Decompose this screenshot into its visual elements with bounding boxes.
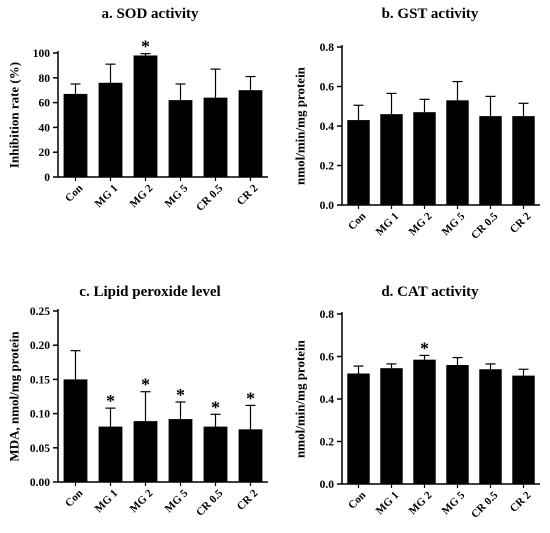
x-tick-label: MG 5 (163, 487, 191, 515)
x-tick-label: Con (63, 487, 85, 509)
bar (168, 100, 193, 177)
x-tick-label: MG 1 (374, 210, 402, 238)
bar (512, 116, 535, 205)
y-tick-label: 80 (39, 73, 51, 85)
x-tick-label: CR 0.5 (194, 487, 226, 519)
bar (347, 120, 370, 205)
bar (203, 426, 228, 482)
significance-marker: * (176, 385, 185, 405)
y-tick-label: 0.0 (320, 479, 335, 491)
x-tick-label: CR 2 (508, 489, 534, 515)
y-tick-label: 100 (33, 48, 51, 60)
y-tick-label: 0.2 (320, 437, 335, 449)
x-tick-label: MG 1 (93, 182, 121, 210)
y-tick-label: 0.10 (30, 409, 50, 421)
y-axis-label: nmol/min/mg protein (293, 66, 308, 185)
y-tick-label: 0.15 (30, 374, 50, 386)
x-tick-label: CR 0.5 (469, 489, 501, 521)
y-tick-label: 0.4 (320, 394, 335, 406)
bar (347, 373, 370, 484)
panel-d-cat-activity: d. CAT activity nmol/min/mg protein 0.0 0.2… (293, 284, 540, 521)
x-tick-label: Con (346, 210, 368, 232)
bar (133, 421, 158, 482)
x-tick-label: MG 5 (440, 210, 468, 238)
bar (203, 97, 228, 177)
panel-b-gst-activity: b. GST activity nmol/min/mg protein 0.0 0.2… (293, 6, 540, 242)
bar (63, 379, 88, 482)
bar (413, 359, 436, 484)
x-tick-label: CR 2 (235, 487, 261, 513)
bar (446, 100, 469, 205)
y-tick-label: 0.20 (30, 340, 50, 352)
panel-a-sod-activity: a. SOD activity Inhibition rate (%) 0 20 40 6… (7, 6, 268, 214)
y-axis-label: Inhibition rate (%) (7, 62, 22, 168)
y-tick-label: 0.00 (30, 477, 50, 489)
y-tick-label: 0.8 (320, 42, 335, 54)
y-tick-label: 0.0 (320, 200, 335, 212)
bar (479, 369, 502, 484)
significance-marker: * (211, 397, 220, 417)
chart-title: d. CAT activity (381, 284, 479, 300)
y-tick-label: 60 (39, 98, 51, 110)
bar (98, 426, 123, 482)
x-tick-label: MG 2 (128, 487, 156, 515)
x-tick-label: CR 2 (235, 182, 261, 208)
chart-title: a. SOD activity (101, 6, 199, 22)
x-tick-label: MG 5 (163, 182, 191, 210)
bar (238, 429, 263, 482)
bar (380, 368, 403, 484)
bar (380, 114, 403, 205)
significance-marker: * (246, 388, 255, 408)
y-tick-label: 0.2 (320, 161, 335, 173)
bar (63, 93, 88, 177)
y-axis-label: MDA, nmol/mg protein (7, 331, 22, 462)
bar (168, 419, 193, 482)
y-tick-label: 0.05 (30, 443, 50, 455)
y-axis-label: nmol/min/mg protein (293, 339, 308, 458)
significance-marker: * (141, 375, 150, 395)
x-tick-label: CR 0.5 (194, 182, 226, 214)
bar (98, 82, 123, 177)
x-tick-label: MG 1 (374, 489, 402, 517)
x-tick-label: CR 2 (508, 210, 534, 236)
x-tick-label: MG 2 (407, 489, 435, 517)
bar (133, 55, 158, 178)
x-tick-label: CR 0.5 (469, 210, 501, 242)
x-tick-label: MG 2 (407, 210, 435, 238)
chart-title: c. Lipid peroxide level (79, 284, 220, 300)
y-tick-label: 40 (39, 122, 51, 134)
y-tick-label: 0.6 (320, 352, 335, 364)
y-tick-label: 0.25 (30, 306, 50, 318)
chart-title: b. GST activity (382, 6, 479, 22)
y-tick-label: 20 (39, 147, 51, 159)
bar (512, 375, 535, 484)
y-tick-label: 0 (44, 172, 50, 184)
x-tick-label: Con (63, 182, 85, 204)
y-tick-label: 0.8 (320, 309, 335, 321)
significance-marker: * (141, 37, 150, 57)
panel-c-lipid-peroxide-level: c. Lipid peroxide level MDA, nmol/mg prot… (7, 284, 268, 519)
x-tick-label: MG 5 (440, 489, 468, 517)
y-tick-label: 0.6 (320, 82, 335, 94)
bar (238, 90, 263, 177)
x-tick-label: Con (346, 489, 368, 511)
bar (479, 116, 502, 205)
bar (413, 112, 436, 205)
significance-marker: * (106, 391, 115, 411)
bar (446, 365, 469, 484)
x-tick-label: MG 1 (93, 487, 121, 515)
significance-marker: * (420, 338, 429, 358)
y-tick-label: 0.4 (320, 121, 335, 133)
x-tick-label: MG 2 (128, 182, 156, 210)
